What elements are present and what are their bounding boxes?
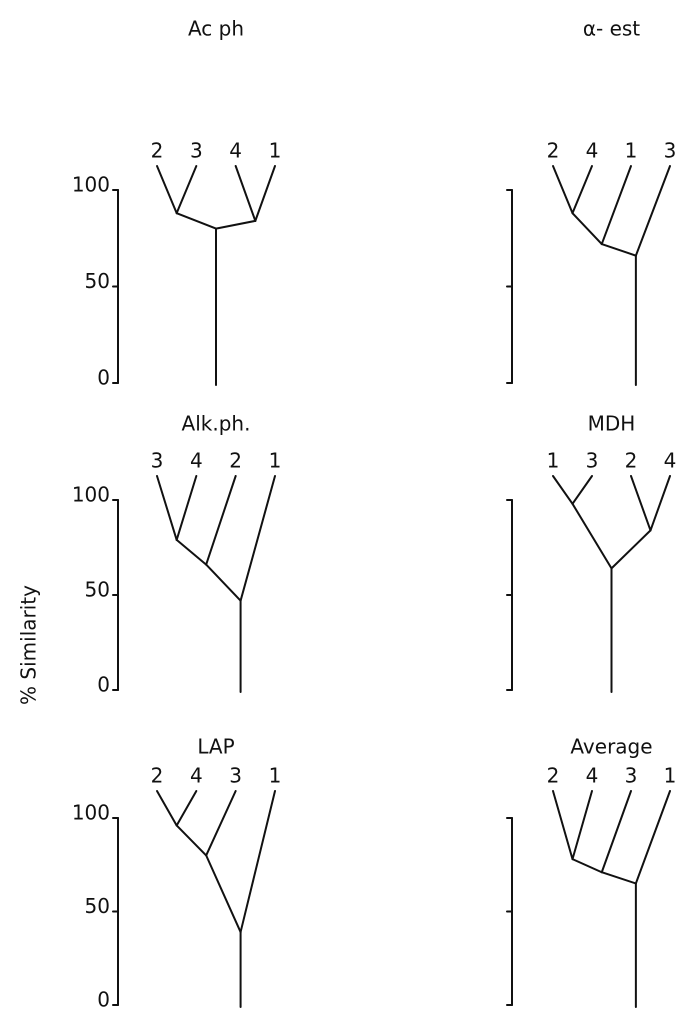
branch [573, 166, 593, 213]
leaf-label: 1 [269, 449, 282, 473]
branch [602, 791, 631, 872]
branch [157, 791, 177, 825]
figure: % Similarity Ac ph0501002341α- est2413Al… [0, 0, 688, 1021]
branch [631, 476, 651, 530]
branch [573, 476, 593, 504]
branch [602, 872, 636, 883]
y-tick-label: 100 [72, 801, 110, 825]
branch [177, 540, 207, 565]
branch [236, 166, 256, 221]
leaf-label: 2 [151, 764, 164, 788]
leaf-label: 4 [586, 764, 599, 788]
branch [177, 791, 197, 825]
leaf-label: 3 [664, 139, 677, 163]
branch [602, 244, 636, 256]
branch [553, 476, 573, 504]
branch [206, 476, 236, 565]
branch [573, 213, 602, 244]
y-tick-label: 0 [97, 988, 110, 1012]
panel-title: Ac ph [188, 17, 244, 41]
branch [177, 476, 197, 540]
leaf-label: 2 [547, 764, 560, 788]
branch [206, 565, 240, 601]
panel-title: MDH [588, 412, 636, 436]
branch [157, 166, 177, 213]
branch [255, 166, 275, 221]
branch [636, 166, 670, 256]
leaf-label: 3 [229, 764, 242, 788]
leaf-label: 4 [586, 139, 599, 163]
leaf-label: 2 [547, 139, 560, 163]
branch [651, 476, 671, 530]
y-tick-label: 50 [85, 269, 110, 293]
branch [177, 213, 216, 228]
leaf-label: 4 [190, 764, 203, 788]
panel-title: Average [570, 735, 652, 759]
branch [177, 825, 207, 855]
leaf-label: 3 [190, 139, 203, 163]
y-tick-label: 100 [72, 483, 110, 507]
leaf-label: 1 [269, 139, 282, 163]
leaf-label: 4 [190, 449, 203, 473]
leaf-label: 3 [586, 449, 599, 473]
branch [573, 791, 593, 859]
branch [573, 504, 612, 569]
leaf-label: 4 [229, 139, 242, 163]
y-tick-label: 0 [97, 366, 110, 390]
leaf-label: 1 [664, 764, 677, 788]
leaf-label: 3 [151, 449, 164, 473]
branch [573, 859, 602, 872]
y-tick-label: 0 [97, 673, 110, 697]
leaf-label: 4 [664, 449, 677, 473]
branch [241, 791, 275, 932]
branch [241, 476, 275, 601]
branch [602, 166, 631, 244]
branch [553, 166, 573, 213]
branch [206, 791, 236, 855]
leaf-label: 1 [547, 449, 560, 473]
branch [206, 855, 240, 932]
branch [157, 476, 177, 540]
leaf-label: 1 [269, 764, 282, 788]
panel-title: LAP [197, 735, 234, 759]
leaf-label: 2 [625, 449, 638, 473]
branch [216, 221, 255, 229]
branch [612, 530, 651, 568]
y-tick-label: 100 [72, 173, 110, 197]
leaf-label: 2 [229, 449, 242, 473]
panel-title: Alk.ph. [182, 412, 251, 436]
leaf-label: 3 [625, 764, 638, 788]
panel-title: α- est [583, 17, 640, 41]
leaf-label: 1 [625, 139, 638, 163]
branch [636, 791, 670, 883]
y-axis-label: % Similarity [17, 585, 41, 705]
y-tick-label: 50 [85, 578, 110, 602]
branch [553, 791, 573, 859]
leaf-label: 2 [151, 139, 164, 163]
branch [177, 166, 197, 213]
y-tick-label: 50 [85, 894, 110, 918]
